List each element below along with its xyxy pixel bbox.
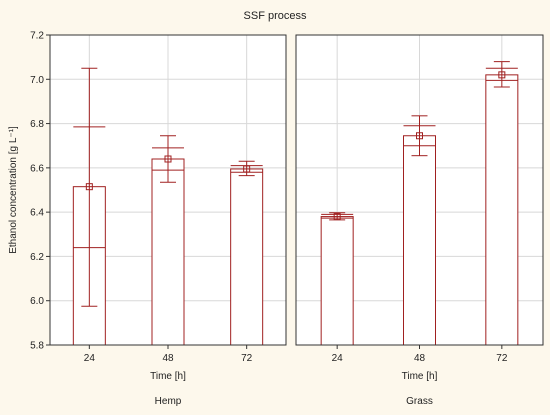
mean-marker (498, 71, 506, 79)
x-tick-label: 24 (84, 353, 96, 364)
panel-name: Grass (406, 396, 433, 407)
panel-0: 24 48 72 5.8 6.0 6.2 6.4 6.6 6.8 7.0 7.2 Time [h] He… (30, 31, 287, 407)
y-tick-label: 6.0 (30, 296, 44, 307)
mean-marker (243, 165, 251, 173)
panel-1: 24 48 72 Time [h] Grass (295, 34, 544, 407)
mean-marker (416, 132, 423, 140)
panel-name: Hemp (155, 396, 182, 407)
mean-marker (164, 155, 172, 163)
x-tick-label: 48 (414, 353, 426, 364)
y-axis-label: Ethanol concentration [g L⁻¹] (8, 126, 19, 254)
panel-frame (295, 34, 544, 346)
x-tick-label: 24 (332, 353, 344, 364)
y-tick-label: 6.6 (30, 163, 44, 174)
chart-panels: 24 48 72 5.8 6.0 6.2 6.4 6.6 6.8 7.0 7.2 Time [h] He… (30, 31, 544, 407)
y-tick-label: 6.8 (30, 119, 44, 130)
panel-frame (49, 34, 287, 346)
y-tick-label: 6.4 (30, 208, 44, 219)
bar (151, 158, 185, 346)
y-tick-label: 7.0 (30, 75, 44, 86)
bar (320, 216, 354, 346)
chart-title: SSF process (244, 10, 307, 22)
bar (485, 74, 519, 346)
bar (230, 168, 264, 346)
x-axis-label: Time [h] (402, 371, 438, 382)
y-tick-label: 6.2 (30, 252, 44, 263)
y-tick-label: 5.8 (30, 341, 44, 352)
x-tick-label: 72 (496, 353, 508, 364)
bar (403, 135, 436, 346)
mean-marker (333, 213, 341, 221)
x-tick-label: 72 (241, 353, 253, 364)
x-axis-label: Time [h] (150, 371, 186, 382)
mean-marker (85, 183, 93, 191)
x-tick-label: 48 (162, 353, 174, 364)
y-tick-label: 7.2 (30, 31, 44, 42)
